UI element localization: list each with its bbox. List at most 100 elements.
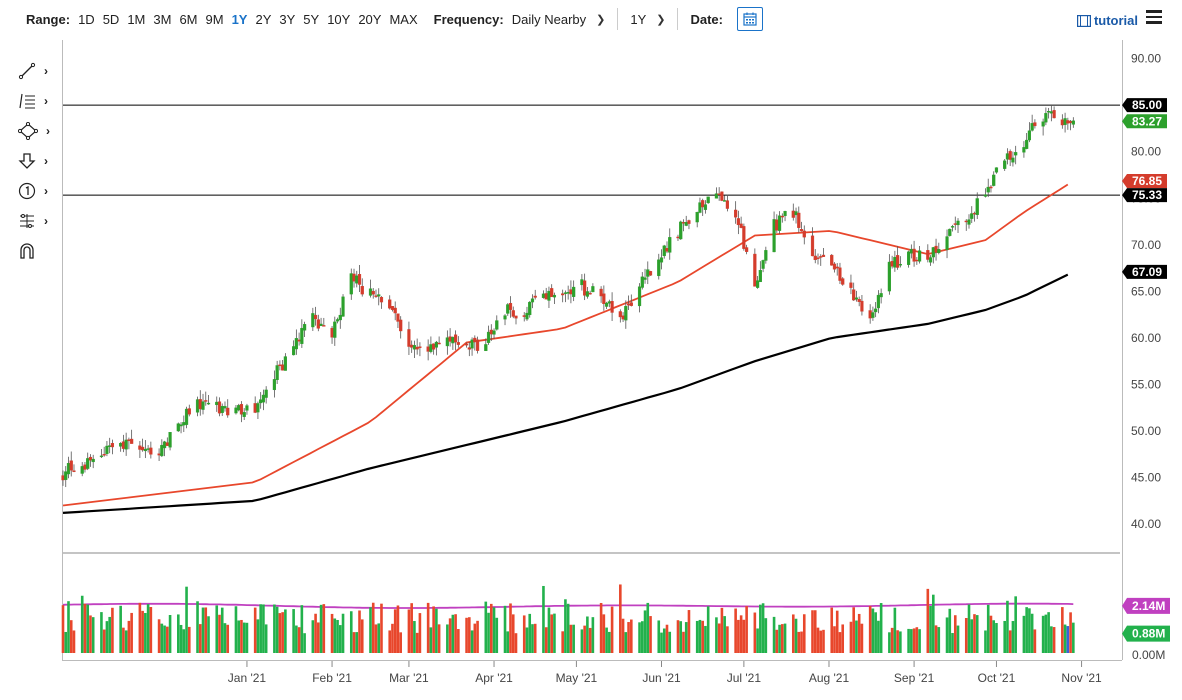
fibonacci-tool[interactable]: › (18, 86, 58, 116)
volume-bar (514, 633, 518, 653)
candle-body (599, 288, 603, 297)
volume-bar (303, 633, 306, 653)
volume-bar (124, 630, 128, 653)
candle (253, 396, 257, 414)
tutorial-link[interactable]: tutorial (1076, 13, 1138, 28)
volume-bar (492, 607, 496, 653)
volume-bar (986, 604, 990, 653)
candle (583, 273, 587, 301)
volume-bar (1041, 615, 1045, 653)
range-button-5d[interactable]: 5D (102, 11, 120, 27)
volume-bar (317, 622, 320, 653)
price-label-tag: 76.85 (1122, 174, 1167, 189)
range-button-9m[interactable]: 9M (205, 11, 224, 27)
volume-bar (953, 615, 957, 653)
measure-tool[interactable]: › (18, 206, 58, 236)
candle (80, 462, 84, 477)
trendline-tool[interactable]: › (18, 56, 58, 86)
candle (432, 343, 436, 355)
candle (802, 225, 806, 245)
candle-body (799, 229, 804, 232)
volume-bar (973, 614, 976, 653)
candle-body (379, 296, 384, 303)
candle-body (511, 310, 515, 317)
period-select[interactable]: 1Y ❯ (630, 12, 665, 27)
candle (967, 214, 971, 229)
candle-body (698, 202, 702, 213)
magnet-tool[interactable] (18, 236, 58, 266)
volume-bar (813, 610, 817, 653)
range-button-1d[interactable]: 1D (78, 11, 95, 27)
candle (475, 336, 480, 354)
candle (695, 211, 699, 228)
candle (278, 360, 282, 371)
volume-bar (992, 620, 996, 653)
arrow-tool[interactable]: › (18, 146, 58, 176)
candle (544, 287, 548, 300)
volume-bar (877, 620, 880, 653)
candle-body (451, 337, 455, 344)
candle (550, 284, 554, 298)
candle-body (964, 220, 968, 223)
volume-bar (624, 632, 628, 653)
candle (341, 294, 345, 317)
chevron-right-icon: › (46, 124, 50, 138)
range-button-5y[interactable]: 5Y (303, 11, 320, 27)
volume-bar (435, 608, 438, 653)
chevron-right-icon: › (44, 154, 48, 168)
candle (91, 454, 95, 469)
range-button-3y[interactable]: 3Y (279, 11, 296, 27)
range-button-1m[interactable]: 1M (127, 11, 146, 27)
range-button-2y[interactable]: 2Y (255, 11, 272, 27)
volume-bar (207, 616, 210, 653)
candle (887, 254, 891, 295)
candle (1025, 132, 1029, 150)
candle (950, 224, 955, 232)
date-picker-button[interactable] (737, 7, 763, 31)
range-button-max[interactable]: MAX (389, 11, 418, 27)
volume-bar (388, 630, 392, 653)
y-tick-label: 55.00 (1131, 377, 1161, 391)
range-button-20y[interactable]: 20Y (358, 11, 382, 27)
volume-bar (201, 607, 205, 653)
volume-bar (509, 603, 512, 653)
price-label-text: 76.85 (1132, 174, 1162, 188)
candle-body (377, 294, 381, 297)
candle (1008, 149, 1012, 167)
hamburger-menu-icon[interactable] (1146, 10, 1162, 24)
frequency-select[interactable]: Daily Nearby ❯ (512, 12, 606, 27)
shapes-tool[interactable]: › (18, 116, 58, 146)
range-button-3m[interactable]: 3M (153, 11, 172, 27)
volume-bar (111, 607, 114, 653)
candle (160, 439, 164, 458)
candle (464, 342, 469, 348)
volume-bar (100, 612, 103, 653)
candle-body (610, 301, 614, 313)
range-button-1y[interactable]: 1Y (231, 11, 248, 27)
candle (311, 307, 315, 331)
candle-body (1044, 113, 1048, 123)
x-tick-label: Jul '21 (727, 671, 762, 685)
volume-bar (561, 631, 564, 653)
candle (426, 339, 430, 361)
volume-bar (945, 617, 949, 653)
annotation-tool[interactable]: › (18, 176, 58, 206)
candle (725, 194, 729, 212)
volume-bar (468, 617, 471, 653)
candle-body (1071, 120, 1075, 125)
candle-body (1022, 147, 1026, 153)
candle (121, 434, 125, 453)
candle (146, 445, 150, 453)
volume-bar (179, 624, 183, 653)
candle (506, 303, 510, 316)
volume-bar (841, 624, 845, 653)
range-button-10y[interactable]: 10Y (327, 11, 351, 27)
volume-bar (1003, 620, 1006, 653)
candle-body (819, 256, 823, 258)
magnet-icon (20, 243, 34, 259)
volume-bars (61, 584, 1075, 653)
volume-bar (86, 604, 90, 653)
range-button-6m[interactable]: 6M (179, 11, 198, 27)
candle (184, 406, 189, 429)
